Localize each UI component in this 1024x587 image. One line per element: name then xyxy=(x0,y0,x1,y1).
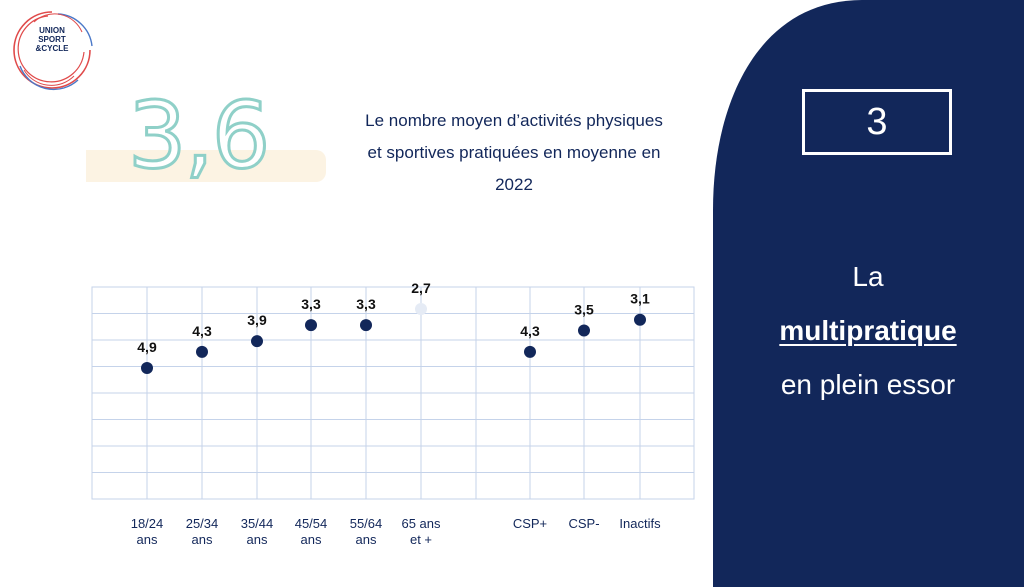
x-tick-label: ans xyxy=(192,532,213,547)
x-tick-label: ans xyxy=(247,532,268,547)
headline-line2: multipratique xyxy=(779,315,957,346)
logo-rings-icon xyxy=(13,11,93,91)
x-tick-label: ans xyxy=(137,532,158,547)
data-value-label: 4,3 xyxy=(192,323,212,339)
logo-line-cycle: &CYCLE xyxy=(35,44,69,53)
logo-line-sport: SPORT xyxy=(38,35,66,44)
x-tick-label: ans xyxy=(356,532,377,547)
x-tick-label: 65 ans xyxy=(401,516,441,531)
logo-wordmark: UNION SPORT &CYCLE xyxy=(22,26,82,53)
data-value-label: 3,5 xyxy=(574,301,594,317)
x-tick-label: ans xyxy=(301,532,322,547)
side-panel-headline: La multipratique en plein essor xyxy=(738,250,998,412)
x-axis-labels: 18/24ans25/34ans35/44ans45/54ans55/64ans… xyxy=(131,516,661,547)
grid-horizontal-lines xyxy=(92,313,694,473)
stat-highlight-bar xyxy=(86,150,326,182)
data-point xyxy=(305,319,317,332)
data-value-label: 2,7 xyxy=(411,280,431,296)
data-point xyxy=(360,319,372,332)
x-tick-label: et + xyxy=(410,532,432,547)
data-value-label: 4,3 xyxy=(520,323,540,339)
headline-line1: La xyxy=(852,261,884,292)
data-points xyxy=(141,303,646,374)
x-tick-label: 35/44 xyxy=(241,516,274,531)
x-tick-label: 55/64 xyxy=(350,516,383,531)
data-point xyxy=(634,313,646,326)
data-value-label: 3,1 xyxy=(630,291,650,307)
data-value-label: 4,9 xyxy=(137,339,157,355)
grid-vertical-lines xyxy=(146,287,641,499)
data-point xyxy=(524,345,536,358)
data-point xyxy=(251,335,263,348)
headline-line3: en plein essor xyxy=(780,369,956,400)
section-number-box: 3 xyxy=(802,89,952,155)
stat-description-line2: et sportives pratiquées en moyenne en xyxy=(367,143,661,162)
x-tick-label: 25/34 xyxy=(186,516,219,531)
data-value-label: 3,3 xyxy=(301,296,321,312)
x-tick-label: 18/24 xyxy=(131,516,164,531)
data-value-label: 3,3 xyxy=(356,296,376,312)
stat-description-line3: 2022 xyxy=(495,175,533,194)
x-tick-label: CSP+ xyxy=(513,516,547,531)
data-value-label: 3,9 xyxy=(247,312,267,328)
data-point xyxy=(196,345,208,358)
logo-line-union: UNION xyxy=(39,26,65,35)
data-value-labels: 4,9 4,3 3,9 3,3 3,3 2,7 4,3 3,5 3,1 xyxy=(137,280,650,355)
stat-description: Le nombre moyen d’activités physiques et… xyxy=(330,105,698,201)
data-point xyxy=(578,324,590,337)
data-point xyxy=(415,303,427,315)
x-tick-label: 45/54 xyxy=(295,516,328,531)
big-stat-value: 3,6 xyxy=(126,81,271,191)
x-tick-label: Inactifs xyxy=(619,516,661,531)
union-sport-cycle-logo: UNION SPORT &CYCLE xyxy=(8,6,96,92)
x-tick-label: CSP- xyxy=(568,516,599,531)
stat-description-line1: Le nombre moyen d’activités physiques xyxy=(365,111,663,130)
data-point xyxy=(141,362,153,374)
